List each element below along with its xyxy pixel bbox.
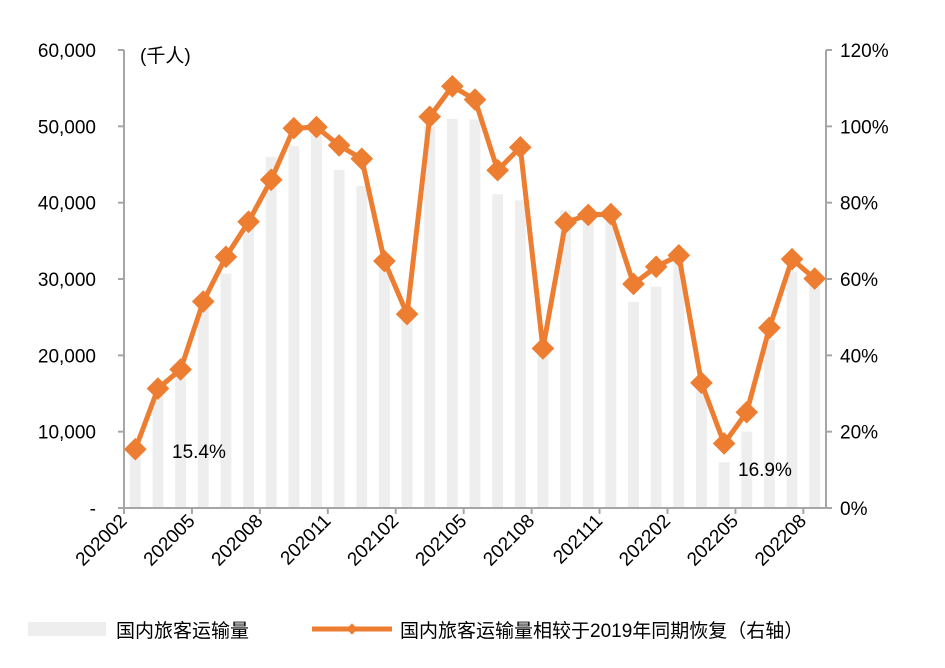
line-point (124, 437, 147, 461)
line-point (667, 244, 691, 267)
bar (356, 185, 368, 508)
right-tick-label: 80% (840, 194, 878, 215)
right-tick-label: 100% (840, 117, 889, 138)
bar (243, 224, 254, 509)
legend-bar-swatch (28, 622, 106, 636)
legend: 国内旅客运输量 国内旅客运输量相较于2019年同期恢复（右轴） (28, 620, 803, 642)
bar (333, 169, 345, 509)
bar (446, 118, 458, 508)
line-point (622, 272, 645, 296)
axis-tick-marks (118, 49, 832, 514)
left-tick-label: 60,000 (38, 41, 96, 62)
line-point (350, 147, 374, 171)
left-tick-label: 10,000 (38, 423, 96, 444)
x-tick-label: 202011 (277, 511, 336, 570)
left-axis-unit-label: (千人) (140, 45, 191, 67)
bar (469, 119, 481, 509)
line-point (191, 290, 215, 313)
legend-line-label: 国内旅客运输量相较于2019年同期恢复（右轴） (400, 620, 803, 642)
bar (696, 385, 707, 508)
bar (220, 273, 232, 508)
line-point (259, 168, 283, 192)
right-tick-label: 60% (840, 270, 878, 291)
bar (605, 212, 617, 508)
x-tick-label: 202002 (72, 511, 132, 571)
right-tick-label: 20% (840, 423, 878, 444)
line-point (690, 371, 713, 395)
bar (197, 303, 209, 508)
bar (129, 443, 141, 508)
right-tick-label: 0% (840, 499, 868, 520)
x-tick-label: 202111 (549, 511, 607, 569)
bar (152, 388, 164, 508)
bar (401, 314, 413, 508)
bar (628, 301, 639, 508)
line-point (758, 316, 781, 340)
bar (537, 347, 549, 508)
right-axis-labels: 0% 20% 40% 60% 80% 100% 120% (840, 41, 889, 520)
line-point (554, 211, 577, 234)
right-tick-label: 120% (840, 41, 889, 62)
line-point (803, 267, 826, 290)
x-tick-label: 202202 (615, 511, 675, 571)
x-tick-label: 202105 (412, 511, 472, 571)
left-tick-label: 40,000 (38, 194, 96, 215)
line-point (531, 337, 555, 360)
legend-line-marker (346, 623, 358, 635)
x-tick-label: 202205 (683, 511, 743, 571)
line-point (735, 400, 759, 424)
bar (741, 431, 753, 508)
legend-bar-label: 国内旅客运输量 (116, 620, 249, 642)
line-point (395, 302, 419, 326)
bar (424, 126, 436, 508)
bar (809, 279, 821, 508)
line-point (214, 245, 238, 269)
left-tick-label: 20,000 (38, 346, 96, 367)
x-tick-label: 202008 (208, 511, 268, 571)
left-axis-labels: - 10,000 20,000 30,000 40,000 50,000 60,000 (38, 41, 96, 520)
annotation-start: 15.4% (172, 442, 226, 463)
bar (492, 194, 504, 508)
bar (673, 256, 685, 508)
x-tick-label: 202102 (344, 511, 404, 571)
bar (265, 156, 277, 508)
bar (560, 210, 572, 509)
bar (288, 146, 300, 508)
bar (582, 210, 594, 509)
line-point (576, 203, 600, 227)
bar (175, 369, 187, 508)
x-axis-labels: 202002 202005 202008 202011 202102 202105 2021… (72, 511, 811, 571)
line-point (418, 105, 442, 129)
bar (650, 286, 662, 508)
line-point (599, 202, 623, 226)
bar (311, 126, 322, 508)
line-point (441, 74, 464, 98)
bar (718, 462, 730, 508)
x-tick-label: 202208 (751, 511, 811, 571)
left-tick-label: 30,000 (38, 270, 96, 291)
bar (763, 340, 775, 508)
bar (378, 260, 390, 508)
line-point (373, 249, 396, 273)
left-tick-label: - (90, 499, 96, 520)
bar (786, 271, 798, 508)
right-tick-label: 40% (840, 346, 878, 367)
bar-series (129, 118, 821, 509)
line-point (644, 255, 668, 279)
left-tick-label: 50,000 (38, 117, 96, 138)
line-point (712, 432, 736, 455)
x-tick-label: 202108 (479, 511, 539, 571)
annotation-end: 16.9% (738, 460, 792, 481)
bar (514, 200, 526, 509)
x-tick-label: 202005 (140, 511, 200, 571)
line-point (282, 116, 306, 140)
line-point (463, 88, 487, 111)
